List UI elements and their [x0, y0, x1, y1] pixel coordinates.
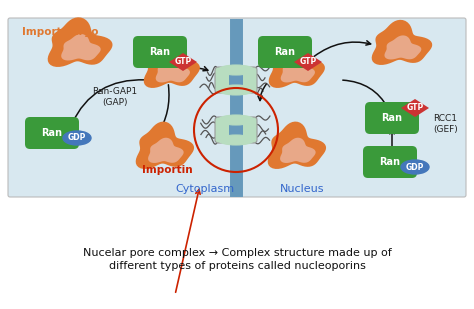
- Ellipse shape: [218, 115, 254, 125]
- FancyBboxPatch shape: [365, 102, 419, 134]
- Text: GTP: GTP: [174, 57, 191, 66]
- Text: Ran: Ran: [380, 157, 401, 167]
- Polygon shape: [148, 138, 183, 163]
- Text: Importin: Importin: [142, 165, 192, 175]
- Text: Ran: Ran: [42, 128, 63, 138]
- Text: Import cargo: Import cargo: [22, 27, 99, 37]
- Ellipse shape: [218, 85, 254, 95]
- Text: GTP: GTP: [406, 104, 424, 112]
- Polygon shape: [294, 53, 322, 71]
- Polygon shape: [169, 53, 197, 71]
- Polygon shape: [281, 58, 315, 83]
- Polygon shape: [269, 43, 325, 88]
- FancyBboxPatch shape: [215, 67, 257, 93]
- Text: Ran: Ran: [274, 47, 295, 57]
- Text: Nucelar pore complex → Complex structure made up of
different types of proteins : Nucelar pore complex → Complex structure…: [82, 248, 392, 271]
- FancyBboxPatch shape: [258, 36, 312, 68]
- FancyBboxPatch shape: [215, 117, 257, 143]
- Text: RCC1
(GEF): RCC1 (GEF): [433, 114, 458, 134]
- Bar: [229, 120, 243, 140]
- Ellipse shape: [401, 160, 429, 174]
- Ellipse shape: [63, 131, 91, 145]
- Polygon shape: [384, 36, 421, 59]
- Polygon shape: [136, 121, 194, 169]
- Polygon shape: [156, 58, 190, 83]
- FancyBboxPatch shape: [8, 18, 466, 197]
- Ellipse shape: [218, 135, 254, 145]
- FancyBboxPatch shape: [363, 146, 417, 178]
- Polygon shape: [144, 43, 200, 88]
- FancyBboxPatch shape: [133, 36, 187, 68]
- Polygon shape: [268, 121, 326, 169]
- Bar: [229, 70, 243, 90]
- Text: GDP: GDP: [406, 163, 424, 171]
- Text: GTP: GTP: [300, 57, 317, 66]
- Text: Cytoplasm: Cytoplasm: [175, 184, 234, 194]
- Polygon shape: [372, 20, 432, 65]
- Text: GDP: GDP: [68, 133, 86, 142]
- Polygon shape: [48, 17, 112, 67]
- Text: Ran: Ran: [149, 47, 171, 57]
- Text: Nucleus: Nucleus: [280, 184, 325, 194]
- FancyBboxPatch shape: [25, 117, 79, 149]
- Ellipse shape: [218, 65, 254, 75]
- Text: Ran-GAP1
(GAP): Ran-GAP1 (GAP): [92, 87, 137, 107]
- Polygon shape: [401, 99, 429, 117]
- Polygon shape: [61, 34, 100, 61]
- Text: Ran: Ran: [382, 113, 402, 123]
- Polygon shape: [280, 138, 316, 163]
